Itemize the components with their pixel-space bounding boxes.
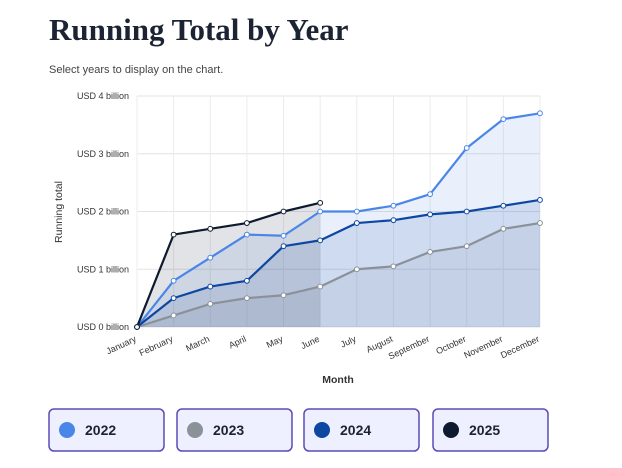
chart-subtitle: Select years to display on the chart. <box>49 64 223 76</box>
point <box>463 243 470 250</box>
line <box>136 198 541 328</box>
x-tick-label: May <box>265 334 285 350</box>
button-box <box>176 408 293 452</box>
point <box>390 263 397 270</box>
point <box>207 283 214 290</box>
point <box>207 225 214 232</box>
point <box>427 249 433 255</box>
area <box>137 113 540 327</box>
point <box>244 277 250 284</box>
button-box <box>432 408 549 452</box>
x-tick-label: January <box>105 334 139 357</box>
point <box>537 220 543 226</box>
x-axis-label: Month <box>322 374 354 386</box>
legend-swatch <box>187 422 203 438</box>
point <box>280 208 287 215</box>
button-box <box>303 408 420 452</box>
point <box>500 225 507 232</box>
point <box>463 208 470 215</box>
point <box>317 208 324 215</box>
point <box>207 254 214 261</box>
legend-label: 2025 <box>469 422 500 438</box>
line <box>135 201 321 328</box>
point <box>537 110 543 117</box>
point <box>244 220 250 226</box>
points <box>134 110 543 330</box>
legend-button[interactable]: 2025 <box>432 408 549 452</box>
point <box>353 266 360 273</box>
y-tick-label: USD 0 billion <box>77 322 129 332</box>
point <box>353 208 360 215</box>
legend-label: 2023 <box>213 422 244 438</box>
point <box>170 295 177 302</box>
point <box>500 116 507 122</box>
x-tick-label: March <box>184 334 211 354</box>
point <box>463 145 470 151</box>
point <box>427 191 433 198</box>
legend-swatch <box>59 422 75 438</box>
x-tick-label: September <box>387 334 431 362</box>
point <box>537 197 543 203</box>
y-tick-label: USD 4 billion <box>77 91 129 101</box>
legend-button[interactable]: 2022 <box>48 408 165 452</box>
y-tick-label: USD 2 billion <box>77 207 129 217</box>
point <box>207 301 214 307</box>
lines <box>135 112 541 329</box>
legend-swatch <box>443 422 459 438</box>
x-tick-label: February <box>138 334 175 358</box>
legend-label: 2022 <box>85 422 116 438</box>
point <box>280 292 287 299</box>
point <box>244 231 250 238</box>
area <box>137 202 321 327</box>
x-tick-label: November <box>462 334 504 361</box>
point <box>390 217 397 224</box>
y-axis-label: Running total <box>53 181 65 243</box>
x-tick-label: December <box>499 334 541 361</box>
x-tick-label: July <box>339 334 358 350</box>
x-tick-label: June <box>299 334 321 351</box>
point <box>170 312 177 319</box>
x-tick-label: April <box>227 334 248 351</box>
y-tick-label: USD 1 billion <box>77 264 129 274</box>
point <box>244 295 250 302</box>
point <box>390 202 397 209</box>
area <box>137 223 540 327</box>
legend-label: 2024 <box>340 422 371 438</box>
point <box>134 324 140 330</box>
chart-title: Running Total by Year <box>49 12 349 47</box>
y-tick-label: USD 3 billion <box>77 149 129 159</box>
line <box>136 112 541 328</box>
legend-swatch <box>314 422 330 438</box>
point <box>170 231 177 238</box>
point <box>427 211 433 218</box>
point <box>317 237 324 244</box>
button-box <box>48 408 165 452</box>
point <box>280 232 287 239</box>
point <box>353 220 360 226</box>
area <box>137 199 540 327</box>
point <box>280 243 287 250</box>
line <box>136 221 541 329</box>
point <box>170 277 177 284</box>
point <box>500 202 507 209</box>
legend-button[interactable]: 2024 <box>303 408 420 452</box>
point <box>317 283 324 290</box>
legend-button[interactable]: 2023 <box>176 408 293 452</box>
legend: 2022 2023 2024 2025 <box>48 408 549 452</box>
point <box>317 199 324 206</box>
areas <box>137 113 540 327</box>
